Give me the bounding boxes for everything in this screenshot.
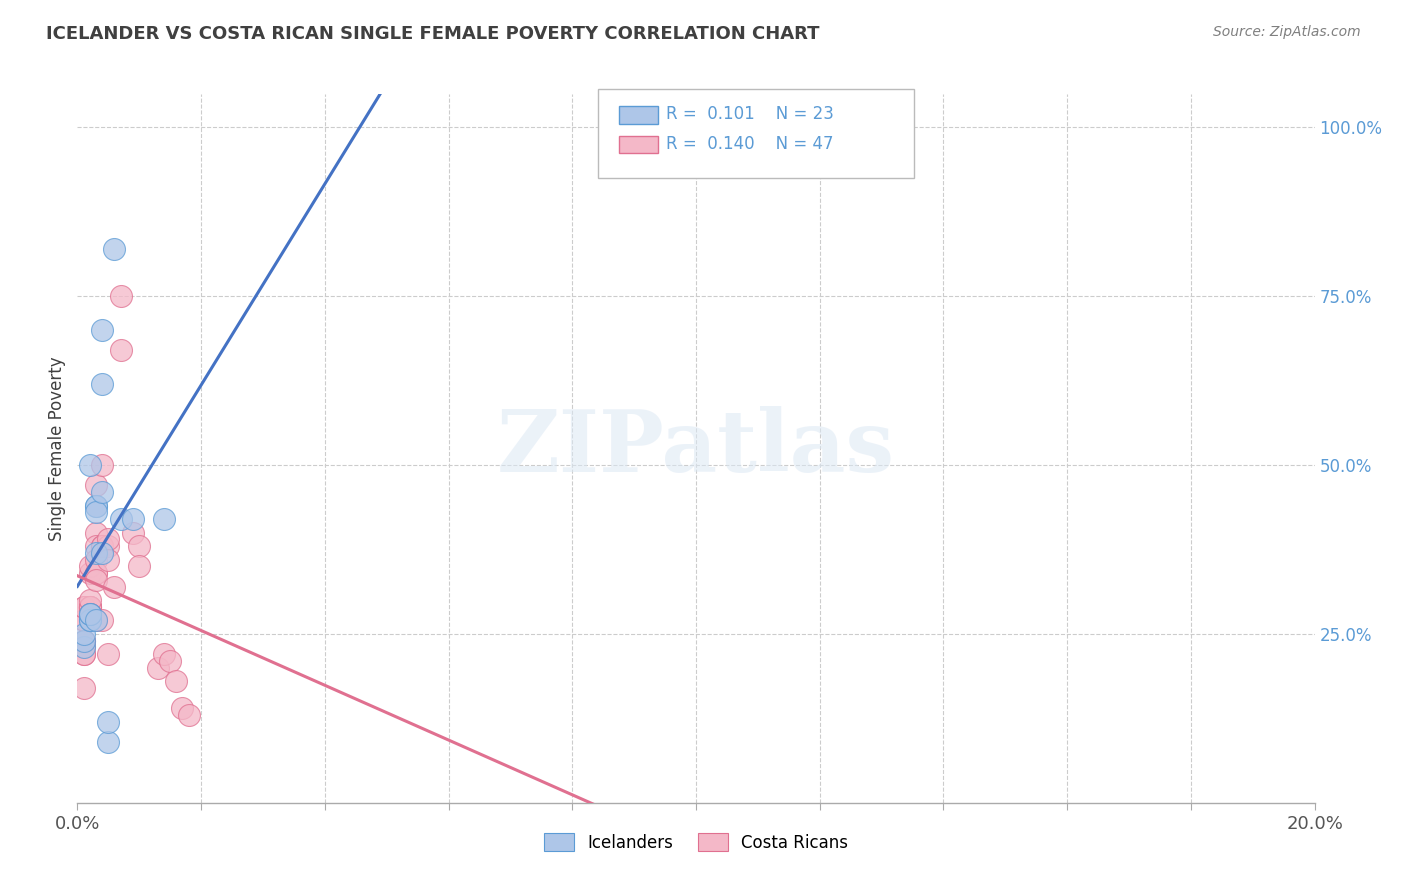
Icelanders <box>110 512 132 526</box>
Costa Ricans <box>79 607 101 621</box>
Costa Ricans <box>110 343 132 358</box>
Costa Ricans <box>103 580 125 594</box>
Costa Ricans <box>91 458 114 472</box>
Icelanders <box>97 735 120 749</box>
Costa Ricans <box>177 708 200 723</box>
Costa Ricans <box>97 533 120 547</box>
Costa Ricans <box>84 573 107 587</box>
Costa Ricans <box>72 599 94 614</box>
Costa Ricans <box>79 599 101 614</box>
Costa Ricans <box>172 701 194 715</box>
Costa Ricans <box>84 552 107 566</box>
Text: ICELANDER VS COSTA RICAN SINGLE FEMALE POVERTY CORRELATION CHART: ICELANDER VS COSTA RICAN SINGLE FEMALE P… <box>46 25 820 43</box>
Icelanders <box>91 546 114 560</box>
Costa Ricans <box>84 525 107 540</box>
Costa Ricans <box>84 566 107 581</box>
Costa Ricans <box>159 654 181 668</box>
Costa Ricans <box>128 539 150 553</box>
Icelanders <box>72 633 94 648</box>
Icelanders <box>79 607 101 621</box>
Text: R =  0.140    N = 47: R = 0.140 N = 47 <box>666 135 834 153</box>
Costa Ricans <box>122 525 145 540</box>
Icelanders <box>97 714 120 729</box>
Costa Ricans <box>165 674 187 689</box>
Icelanders <box>84 614 107 628</box>
Costa Ricans <box>91 539 114 553</box>
Y-axis label: Single Female Poverty: Single Female Poverty <box>48 356 66 541</box>
Costa Ricans <box>72 599 94 614</box>
Costa Ricans <box>84 614 107 628</box>
Icelanders <box>91 377 114 392</box>
Icelanders <box>91 323 114 337</box>
Icelanders <box>79 614 101 628</box>
Costa Ricans <box>79 599 101 614</box>
Costa Ricans <box>72 647 94 661</box>
Icelanders <box>84 546 107 560</box>
Icelanders <box>84 505 107 519</box>
Icelanders <box>84 499 107 513</box>
Text: ZIPatlas: ZIPatlas <box>496 406 896 491</box>
Costa Ricans <box>79 593 101 607</box>
Icelanders <box>153 512 176 526</box>
Icelanders <box>79 458 101 472</box>
Legend: Icelanders, Costa Ricans: Icelanders, Costa Ricans <box>537 827 855 858</box>
Icelanders <box>122 512 145 526</box>
Costa Ricans <box>97 647 120 661</box>
Icelanders <box>79 607 101 621</box>
Text: Source: ZipAtlas.com: Source: ZipAtlas.com <box>1213 25 1361 39</box>
Costa Ricans <box>91 614 114 628</box>
Costa Ricans <box>79 566 101 581</box>
Icelanders <box>91 485 114 500</box>
Icelanders <box>103 242 125 256</box>
Text: R =  0.101    N = 23: R = 0.101 N = 23 <box>666 105 834 123</box>
Costa Ricans <box>79 559 101 574</box>
Costa Ricans <box>72 647 94 661</box>
Icelanders <box>72 627 94 641</box>
Costa Ricans <box>79 599 101 614</box>
Icelanders <box>84 499 107 513</box>
Costa Ricans <box>72 681 94 695</box>
Icelanders <box>79 614 101 628</box>
Costa Ricans <box>79 599 101 614</box>
Costa Ricans <box>84 539 107 553</box>
Costa Ricans <box>91 539 114 553</box>
Costa Ricans <box>146 661 169 675</box>
Costa Ricans <box>84 478 107 492</box>
Costa Ricans <box>72 633 94 648</box>
Costa Ricans <box>72 633 94 648</box>
Icelanders <box>72 640 94 655</box>
Costa Ricans <box>84 566 107 581</box>
Costa Ricans <box>97 539 120 553</box>
Costa Ricans <box>97 552 120 566</box>
Costa Ricans <box>110 289 132 303</box>
Costa Ricans <box>153 647 176 661</box>
Costa Ricans <box>79 607 101 621</box>
Costa Ricans <box>72 614 94 628</box>
Costa Ricans <box>72 614 94 628</box>
Costa Ricans <box>128 559 150 574</box>
Costa Ricans <box>72 640 94 655</box>
